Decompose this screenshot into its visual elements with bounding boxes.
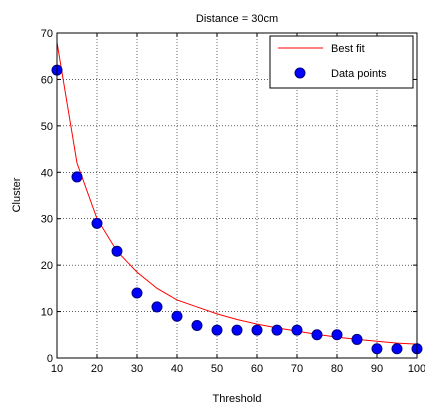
data-points-marker xyxy=(151,301,163,313)
data-points-marker xyxy=(311,329,323,341)
data-points-marker xyxy=(291,324,303,336)
data-points-marker xyxy=(391,343,403,355)
legend: Best fit Data points xyxy=(269,35,414,89)
x-tick-label: 50 xyxy=(211,363,223,375)
chart-title: Distance = 30cm xyxy=(196,13,278,25)
y-tick-label: 70 xyxy=(41,28,53,40)
y-tick-label: 50 xyxy=(41,121,53,133)
y-tick-label: 20 xyxy=(41,260,53,272)
x-tick-label: 20 xyxy=(91,363,103,375)
y-tick-label: 10 xyxy=(41,307,53,319)
y-tick-label: 0 xyxy=(47,353,53,365)
y-axis-title: Cluster xyxy=(11,177,23,212)
x-tick-label: 60 xyxy=(251,363,263,375)
legend-data-points-swatch xyxy=(294,67,306,79)
legend-box xyxy=(269,35,414,89)
x-tick-label: 40 xyxy=(171,363,183,375)
data-points-marker xyxy=(91,217,103,229)
data-points-marker xyxy=(351,333,363,345)
y-tick-label: 40 xyxy=(41,167,53,179)
data-points-marker xyxy=(371,343,383,355)
y-tick-label: 30 xyxy=(41,214,53,226)
x-tick-label: 10 xyxy=(51,363,63,375)
data-points-marker xyxy=(191,320,203,331)
y-tick-label: 60 xyxy=(41,74,53,86)
legend-best-fit-label: Best fit xyxy=(331,43,365,55)
data-points-marker xyxy=(131,287,143,299)
x-axis-title: Threshold xyxy=(213,393,262,405)
x-tick-label: 30 xyxy=(131,363,143,375)
x-tick-label: 90 xyxy=(371,363,383,375)
data-points-marker xyxy=(71,171,83,183)
x-tick-label: 100 xyxy=(408,363,425,375)
legend-data-points-label: Data points xyxy=(331,68,387,80)
x-tick-label: 70 xyxy=(291,363,303,375)
data-points-marker xyxy=(111,245,123,257)
data-points-marker xyxy=(231,324,243,336)
data-points-marker xyxy=(331,329,343,341)
data-points-marker xyxy=(251,324,263,336)
data-points-marker xyxy=(271,324,283,336)
x-tick-label: 80 xyxy=(331,363,343,375)
data-points-marker xyxy=(171,310,183,322)
data-points-marker xyxy=(211,324,223,336)
plot-frame xyxy=(56,32,418,359)
